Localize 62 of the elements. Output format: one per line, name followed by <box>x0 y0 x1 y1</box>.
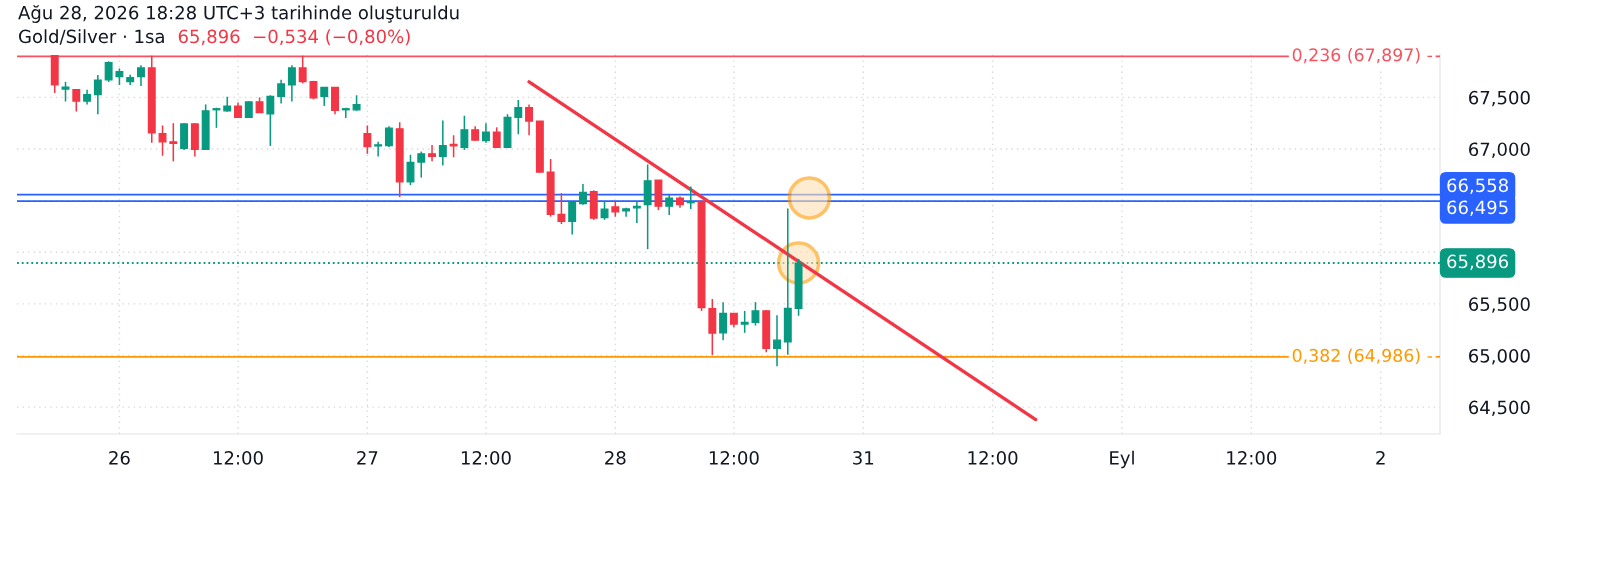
x-tick-label: 12:00 <box>1227 450 1277 465</box>
candlestick <box>104 60 113 83</box>
candlestick <box>374 141 383 158</box>
candlestick <box>643 163 652 250</box>
x-tick-label: 31 <box>853 450 874 465</box>
candlestick <box>514 99 523 135</box>
candlestick <box>363 124 372 155</box>
candlestick <box>428 144 437 163</box>
ref-line-label: 0,236 (67,897) - <box>1292 47 1433 64</box>
candlestick <box>719 301 728 342</box>
candlestick <box>492 126 501 149</box>
candlestick <box>406 154 415 186</box>
candlestick <box>525 103 534 137</box>
chart-subtitle: 65,896 −0,534 (−0,80%) <box>178 29 410 46</box>
candlestick <box>568 200 577 236</box>
y-tick-label: 65,500 <box>1469 297 1530 313</box>
candlestick <box>384 125 393 148</box>
chart-title: Gold/Silver · 1sa <box>19 29 164 45</box>
x-tick-label: 12:00 <box>461 450 511 465</box>
x-tick-label: 12:00 <box>213 450 263 465</box>
candlestick <box>460 114 469 151</box>
x-tick-label: 12:00 <box>968 450 1018 465</box>
y-tick-label: 67,000 <box>1469 142 1530 158</box>
candlestick <box>686 185 695 210</box>
text: Ağu 28, 2026 18:28 UTC+3 tarihinde oluşturuldu <box>18 5 459 23</box>
candlestick <box>93 74 102 115</box>
x-tick-label: 2 <box>1376 450 1385 465</box>
x-tick-label: 27 <box>357 450 378 465</box>
candlestick <box>320 86 329 107</box>
x-tick-label: 26 <box>109 450 130 465</box>
ref-line-label: 66,558 <box>1447 178 1508 194</box>
candlestick <box>773 314 781 368</box>
candlestick <box>751 301 760 327</box>
candlestick <box>137 64 145 87</box>
candlestick <box>740 310 749 334</box>
candlestick <box>417 150 426 179</box>
x-tick-label: Eyl <box>1110 450 1134 469</box>
candlestick <box>341 106 350 119</box>
candlestick <box>61 81 70 103</box>
ref-line-label: 65,896 <box>1447 254 1509 271</box>
candlestick <box>169 122 178 163</box>
candlestick <box>578 183 587 206</box>
candlestick <box>158 124 167 157</box>
candlestick <box>287 64 296 103</box>
candlestick <box>632 201 641 224</box>
y-tick-label: 67,500 <box>1469 90 1530 107</box>
candlestick <box>298 54 307 85</box>
candlestick <box>277 79 286 105</box>
candlestick <box>449 134 458 159</box>
candlestick <box>438 119 447 167</box>
ref-line-label: 0,382 (64,986) - <box>1292 348 1433 365</box>
candlestick <box>665 193 674 216</box>
candlestick <box>266 94 275 147</box>
y-tick-label: 64,500 <box>1469 400 1530 417</box>
candlestick <box>331 86 339 115</box>
candlestick <box>72 88 81 113</box>
x-tick-label: 28 <box>605 450 626 465</box>
ref-line-label: 66,495 <box>1447 200 1508 216</box>
candlestick <box>557 192 566 225</box>
candlestick <box>481 122 490 144</box>
y-tick-label: 65,000 <box>1469 348 1530 365</box>
x-tick-label: 12:00 <box>709 450 759 465</box>
